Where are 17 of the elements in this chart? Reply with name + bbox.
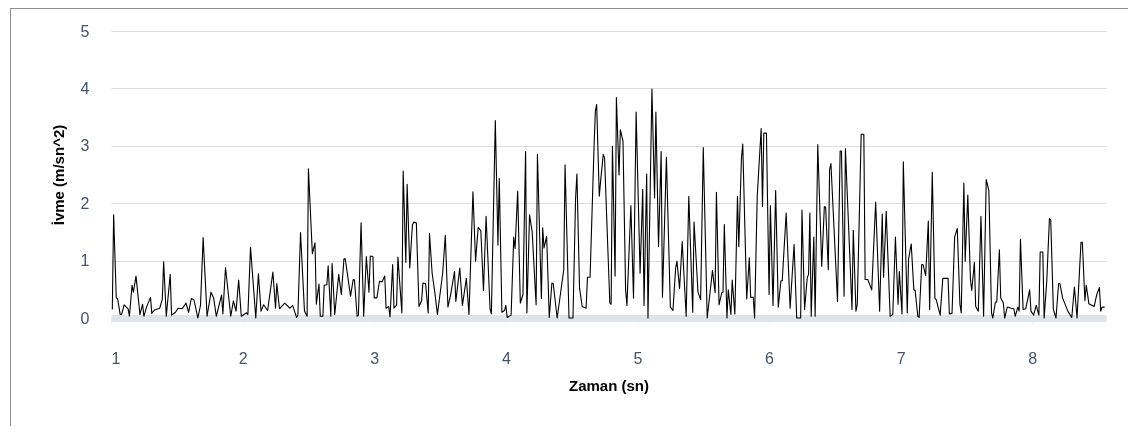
x-tick-label: 2: [238, 349, 248, 367]
x-tick-label: 5: [633, 349, 643, 367]
y-tick-label: 5: [80, 22, 90, 40]
x-axis-title: Zaman (sn): [568, 376, 650, 394]
x-tick-label: 1: [111, 349, 121, 367]
x-tick-label: 6: [765, 349, 775, 367]
y-tick-label: 3: [80, 137, 90, 155]
x-tick-label: 3: [370, 349, 380, 367]
x-tick-label: 7: [896, 349, 906, 367]
x-tick-label: 8: [1028, 349, 1038, 367]
y-tick-label: 1: [80, 252, 90, 270]
y-tick-label: 0: [80, 309, 90, 327]
y-tick-label: 2: [80, 194, 90, 212]
x-tick-label: 4: [501, 349, 511, 367]
line-series: [111, 88, 1106, 319]
y-tick-label: 4: [80, 79, 90, 97]
y-axis-title: İvme (m/sn^2): [49, 124, 67, 226]
